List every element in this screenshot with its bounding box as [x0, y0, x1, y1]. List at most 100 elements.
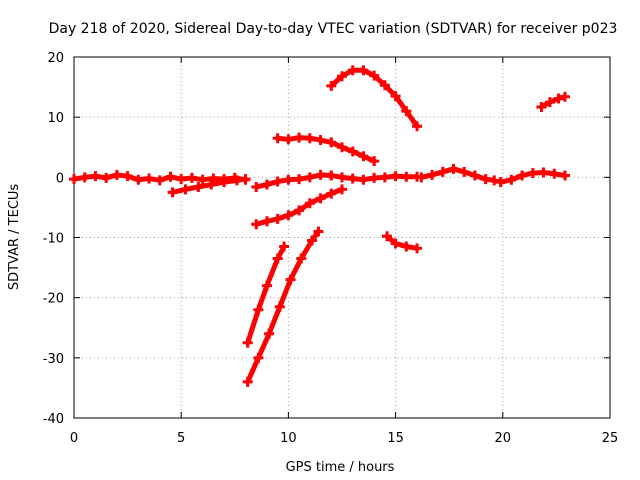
data-point — [437, 166, 448, 177]
data-point — [427, 169, 438, 180]
data-point — [283, 210, 294, 221]
data-point — [253, 304, 264, 315]
data-point — [272, 133, 283, 144]
series-trail — [253, 172, 420, 190]
series-trail — [275, 135, 377, 164]
series-arc-peak — [326, 65, 423, 132]
data-point — [219, 177, 230, 188]
data-point — [261, 179, 272, 190]
y-tick-label: 20 — [47, 51, 64, 66]
data-point — [401, 241, 412, 252]
data-point — [274, 301, 285, 312]
data-point — [326, 170, 337, 181]
data-point — [559, 91, 570, 102]
data-point — [242, 337, 253, 348]
data-point — [538, 167, 549, 178]
data-point — [231, 175, 242, 186]
y-tick-label: 0 — [56, 171, 64, 186]
data-point — [294, 205, 305, 216]
data-point — [326, 137, 337, 148]
axis-ticks: 0 5 10 15 20 25 -40 -30 -20 -10 0 10 20 — [43, 51, 619, 446]
data-point — [242, 376, 253, 387]
data-point — [304, 133, 315, 144]
data-point — [347, 65, 358, 76]
data-point — [122, 171, 133, 182]
data-series — [69, 65, 570, 387]
x-tick-label: 10 — [280, 431, 297, 446]
data-point — [144, 173, 155, 184]
data-point — [347, 146, 358, 157]
y-tick-label: 10 — [47, 111, 64, 126]
data-point — [382, 231, 393, 242]
data-point — [294, 132, 305, 143]
data-point — [296, 253, 307, 264]
data-point — [304, 198, 315, 209]
data-point — [390, 91, 401, 102]
data-point — [167, 187, 178, 198]
data-point — [133, 174, 144, 185]
x-tick-label: 20 — [495, 431, 512, 446]
data-point — [553, 93, 564, 104]
data-point — [412, 121, 423, 132]
data-point — [369, 172, 380, 183]
data-point — [272, 176, 283, 187]
series-trail — [384, 233, 420, 251]
chart-title: Day 218 of 2020, Sidereal Day-to-day VTE… — [49, 21, 618, 37]
y-tick-label: -30 — [43, 352, 64, 367]
data-point — [261, 280, 272, 291]
data-point — [480, 174, 491, 185]
series-arc-lower-mid — [251, 184, 347, 230]
x-tick-label: 15 — [387, 431, 404, 446]
data-point — [358, 151, 369, 162]
data-point — [379, 80, 390, 91]
y-tick-label: -20 — [43, 292, 64, 307]
series-arc-steep-a — [242, 241, 290, 348]
data-point — [315, 169, 326, 180]
data-point — [559, 170, 570, 181]
data-point — [313, 226, 324, 237]
data-point — [180, 184, 191, 195]
data-point — [358, 65, 369, 76]
series-arc-dip-right — [382, 231, 423, 254]
data-point — [264, 328, 275, 339]
data-point — [358, 174, 369, 185]
data-point — [176, 174, 187, 185]
data-point — [390, 171, 401, 182]
data-point — [337, 184, 347, 195]
data-point — [390, 238, 401, 249]
data-point — [495, 177, 506, 188]
data-point — [251, 181, 262, 192]
data-point — [253, 352, 264, 363]
series-arc-steep-b — [242, 226, 324, 387]
data-point — [412, 243, 423, 254]
data-point — [369, 70, 380, 81]
data-point — [326, 80, 337, 91]
data-point — [283, 174, 294, 185]
data-point — [294, 174, 305, 185]
data-point — [401, 171, 412, 182]
data-point — [272, 213, 283, 224]
data-point — [527, 168, 538, 179]
data-point — [379, 172, 390, 183]
grid-lines — [74, 57, 610, 418]
series-arc-right — [416, 163, 500, 186]
series-trail — [245, 228, 321, 385]
data-point — [206, 179, 217, 190]
x-tick-label: 5 — [177, 431, 185, 446]
x-axis-label: GPS time / hours — [286, 460, 395, 475]
data-point — [306, 235, 317, 246]
data-point — [240, 174, 251, 185]
data-point — [90, 171, 101, 182]
series-arc-top-right — [536, 91, 570, 112]
data-point — [251, 219, 262, 230]
data-point — [369, 156, 380, 167]
data-point — [272, 253, 283, 264]
data-point — [337, 71, 347, 82]
data-point — [101, 172, 112, 183]
series-arc-upper-hump — [272, 132, 380, 167]
data-point — [337, 142, 347, 153]
y-axis-label: SDTVAR / TECUs — [7, 184, 22, 291]
data-point — [111, 169, 122, 180]
data-point — [448, 163, 459, 174]
